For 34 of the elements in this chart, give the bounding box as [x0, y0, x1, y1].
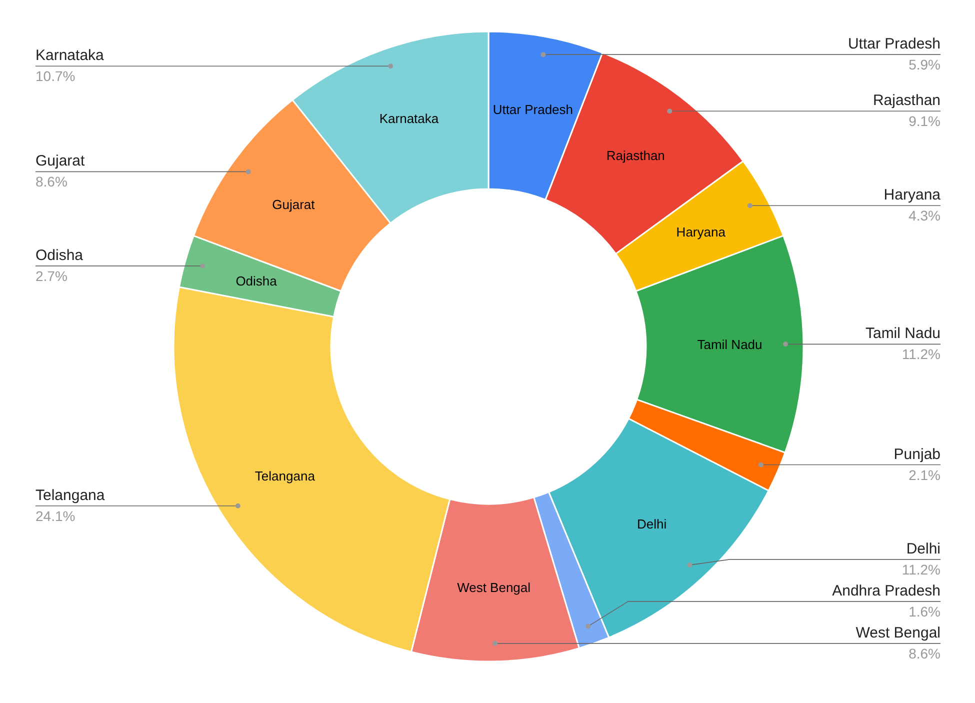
- slice-label: Odisha: [236, 274, 278, 289]
- slice-label: Tamil Nadu: [865, 325, 940, 342]
- data-label: 8.6%: [908, 645, 941, 662]
- slice-label: Punjab: [894, 446, 941, 463]
- data-label: 11.2%: [902, 561, 941, 578]
- data-label: 8.6%: [36, 174, 68, 190]
- data-label: 11.2%: [902, 346, 941, 362]
- data-label: 2.7%: [36, 268, 68, 284]
- data-label: 2.1%: [908, 466, 941, 483]
- slice-label: Tamil Nadu: [697, 337, 762, 352]
- data-label: 1.6%: [908, 603, 941, 620]
- slice-label: West Bengal: [457, 580, 531, 596]
- slice-label: Delhi: [906, 540, 941, 558]
- slice-label: Gujarat: [272, 197, 316, 212]
- slice-label: Haryana: [884, 186, 942, 204]
- slice-label: Haryana: [676, 224, 726, 240]
- data-label: 5.9%: [908, 56, 941, 73]
- slice-label: Odisha: [36, 246, 84, 264]
- data-label: 9.1%: [908, 113, 941, 130]
- slice-label: Uttar Pradesh: [492, 102, 574, 117]
- slice-label: Gujarat: [36, 152, 86, 170]
- data-label: 4.3%: [908, 208, 941, 224]
- slice-label: Rajasthan: [606, 148, 665, 163]
- slice-label: Karnataka: [379, 111, 440, 126]
- slice-label: Andhra Pradesh: [832, 582, 940, 600]
- slice-label: Delhi: [637, 516, 667, 532]
- slice-label: Uttar Pradesh: [848, 36, 941, 53]
- slice-label: Telangana: [36, 486, 106, 504]
- data-label: 10.7%: [36, 68, 76, 84]
- slice-label: Rajasthan: [872, 92, 941, 110]
- slice-label: West Bengal: [856, 624, 941, 642]
- slice-label: Telangana: [254, 468, 316, 484]
- slice-label: Karnataka: [36, 47, 105, 64]
- data-label: 24.1%: [36, 508, 76, 524]
